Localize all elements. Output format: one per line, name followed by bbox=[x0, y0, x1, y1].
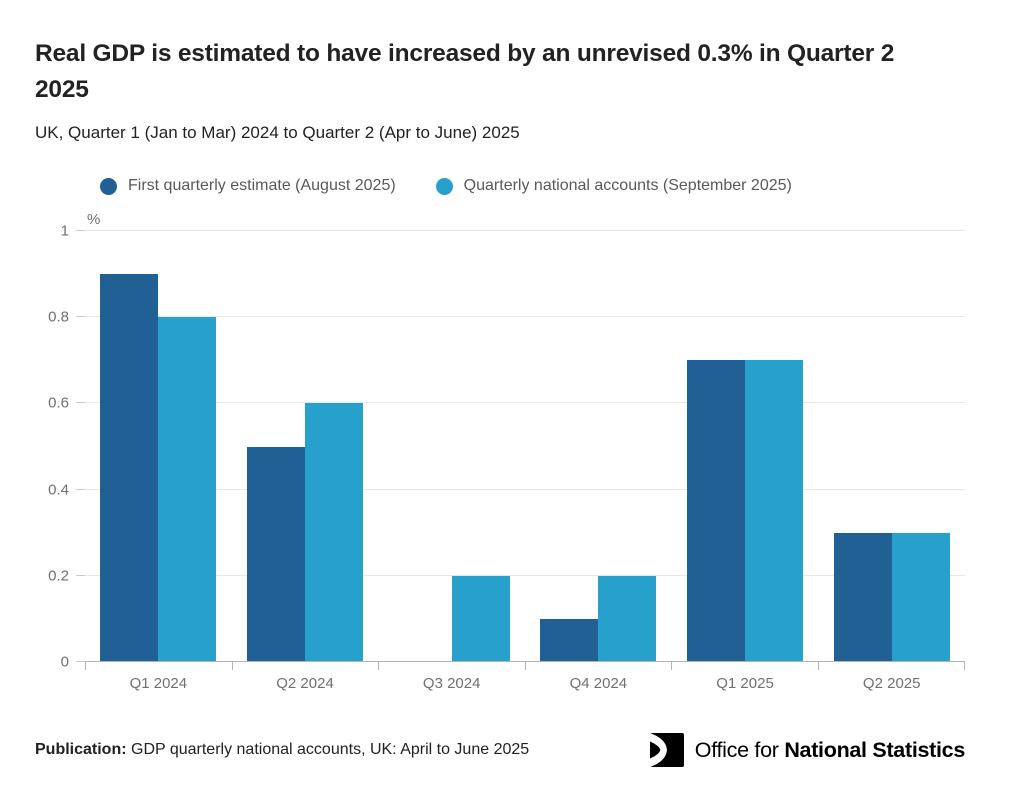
y-axis-label-0.8: 0.8 bbox=[48, 308, 69, 326]
x-axis-tick bbox=[231, 662, 379, 670]
x-axis-label-q3-2024: Q3 2024 bbox=[422, 675, 481, 692]
gridline-0.8 bbox=[85, 316, 965, 318]
legend-dot-quarterly-national-accounts-icon bbox=[435, 177, 453, 195]
bar-first-quarterly-estimate-q1-2025[interactable] bbox=[687, 360, 746, 662]
y-axis-unit-label: % bbox=[87, 211, 101, 228]
bar-group-q1-2024 bbox=[85, 231, 232, 662]
bar-first-quarterly-estimate-q4-2024[interactable] bbox=[540, 618, 599, 662]
bar-first-quarterly-estimate-q2-2025[interactable] bbox=[833, 532, 892, 662]
legend-label: First quarterly estimate (August 2025) bbox=[128, 177, 396, 194]
y-axis-label-0: 0 bbox=[60, 653, 69, 671]
ons-logo-text: Office for National Statistics bbox=[694, 737, 966, 763]
y-axis-label-0.2: 0.2 bbox=[48, 567, 69, 585]
y-axis-label-1: 1 bbox=[60, 222, 69, 240]
chart-subtitle: UK, Quarter 1 (Jan to Mar) 2024 to Quart… bbox=[35, 123, 520, 142]
gridline-0.2 bbox=[85, 574, 965, 576]
footer: Publication: GDP quarterly national acco… bbox=[35, 733, 965, 767]
bar-quarterly-national-accounts-q1-2024[interactable] bbox=[158, 317, 217, 662]
legend-item-quarterly-national-accounts[interactable]: Quarterly national accounts (September 2… bbox=[435, 177, 792, 195]
y-axis-label-0.4: 0.4 bbox=[48, 481, 69, 499]
x-axis-tick bbox=[524, 662, 672, 670]
legend: First quarterly estimate (August 2025) Q… bbox=[100, 177, 965, 195]
ons-logo-text-regular: Office for bbox=[694, 737, 785, 762]
gridline-0.6 bbox=[85, 402, 965, 404]
bar-quarterly-national-accounts-q2-2024[interactable] bbox=[305, 403, 363, 662]
bar-group-q3-2024 bbox=[378, 231, 525, 662]
x-axis-labels: Q1 2024 Q2 2024 Q3 2024 Q4 2024 Q1 2025 Q2 20… bbox=[85, 670, 965, 692]
y-axis-tick bbox=[76, 574, 85, 576]
legend-item-first-quarterly-estimate[interactable]: First quarterly estimate (August 2025) bbox=[100, 177, 396, 195]
x-axis-label-q1-2024: Q1 2024 bbox=[129, 675, 188, 692]
bar-group-q1-2025 bbox=[672, 231, 819, 662]
plot-area: 0 0.2 0.4 0.6 0.8 1 bbox=[48, 223, 965, 671]
ons-logo-text-bold: National Statistics bbox=[784, 737, 965, 762]
bar-quarterly-national-accounts-q2-2025[interactable] bbox=[891, 532, 950, 662]
x-axis-tick bbox=[85, 662, 232, 670]
y-axis-tick bbox=[76, 488, 85, 490]
y-axis-label-0.6: 0.6 bbox=[48, 394, 69, 412]
chart-title: Real GDP is estimated to have increased … bbox=[35, 40, 895, 103]
publication-value: GDP quarterly national accounts, UK: Apr… bbox=[126, 741, 530, 758]
publication-label: Publication: bbox=[35, 741, 127, 758]
ons-logo-mark-icon bbox=[649, 733, 684, 767]
bar-first-quarterly-estimate-q1-2024[interactable] bbox=[100, 274, 159, 662]
legend-dot-first-quarterly-estimate-icon bbox=[100, 177, 117, 195]
publication-text: Publication: GDP quarterly national acco… bbox=[35, 741, 529, 759]
y-axis-tick bbox=[76, 230, 85, 231]
bar-quarterly-national-accounts-q4-2024[interactable] bbox=[598, 575, 657, 662]
x-axis-label-q1-2025: Q1 2025 bbox=[716, 675, 774, 692]
bar-group-q2-2025 bbox=[818, 231, 965, 662]
x-axis-label-q4-2024: Q4 2024 bbox=[569, 675, 628, 692]
ons-logo: Office for National Statistics bbox=[649, 733, 966, 767]
bar-first-quarterly-estimate-q2-2024[interactable] bbox=[247, 446, 305, 662]
x-axis-tick bbox=[817, 662, 965, 670]
page: Real GDP is estimated to have increased … bbox=[0, 36, 1011, 767]
bar-group-q4-2024 bbox=[525, 231, 672, 662]
bar-chart: 0 0.2 0.4 0.6 0.8 1 Q1 2024 Q2 2024 Q3 2024 Q4 2… bbox=[48, 223, 965, 692]
x-axis-tick bbox=[378, 662, 525, 670]
legend-label: Quarterly national accounts (September 2… bbox=[463, 177, 792, 194]
gridline-1 bbox=[85, 230, 965, 231]
y-axis-tick bbox=[76, 316, 85, 318]
gridline-0.4 bbox=[85, 488, 965, 490]
bar-groups bbox=[85, 231, 965, 662]
y-axis-tick bbox=[76, 402, 85, 404]
y-axis-tick bbox=[76, 661, 85, 662]
x-axis-label-q2-2025: Q2 2025 bbox=[862, 675, 921, 692]
x-axis-ticks bbox=[85, 662, 965, 670]
x-axis-label-q2-2024: Q2 2024 bbox=[276, 675, 334, 692]
x-axis-tick bbox=[671, 662, 818, 670]
bar-quarterly-national-accounts-q3-2024[interactable] bbox=[451, 575, 510, 662]
bar-quarterly-national-accounts-q1-2025[interactable] bbox=[745, 360, 803, 662]
bar-group-q2-2024 bbox=[232, 231, 379, 662]
gridline-0 bbox=[85, 661, 965, 662]
